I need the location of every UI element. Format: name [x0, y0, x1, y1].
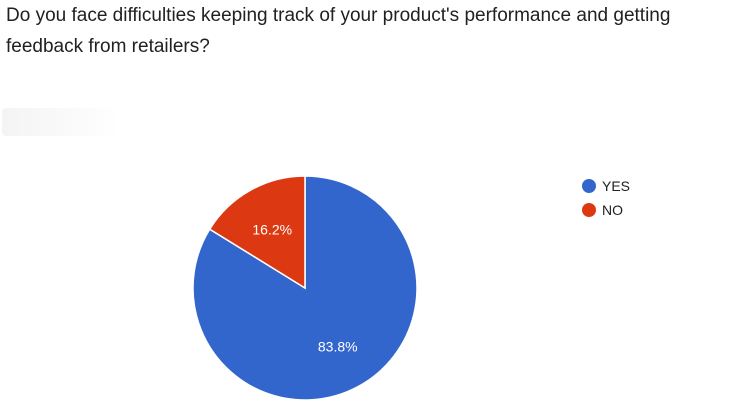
pie-slice-no[interactable]: [208, 175, 306, 290]
legend-label-no: NO: [602, 202, 623, 218]
redacted-area: [2, 108, 120, 136]
legend-swatch-no: [582, 203, 596, 217]
legend-item-no[interactable]: NO: [582, 198, 630, 222]
legend-item-yes[interactable]: YES: [582, 174, 630, 198]
legend-label-yes: YES: [602, 178, 631, 194]
pie-slices: [192, 175, 418, 401]
pie-slice-label-yes: 83.8%: [318, 339, 358, 355]
legend-swatch-yes: [582, 179, 596, 193]
question-title: Do you face difficulties keeping track o…: [6, 5, 671, 57]
chart-legend: YES NO: [582, 174, 630, 222]
pie-slice-label-no: 16.2%: [252, 221, 292, 237]
pie-slice-labels: 83.8% 16.2%: [252, 221, 357, 354]
